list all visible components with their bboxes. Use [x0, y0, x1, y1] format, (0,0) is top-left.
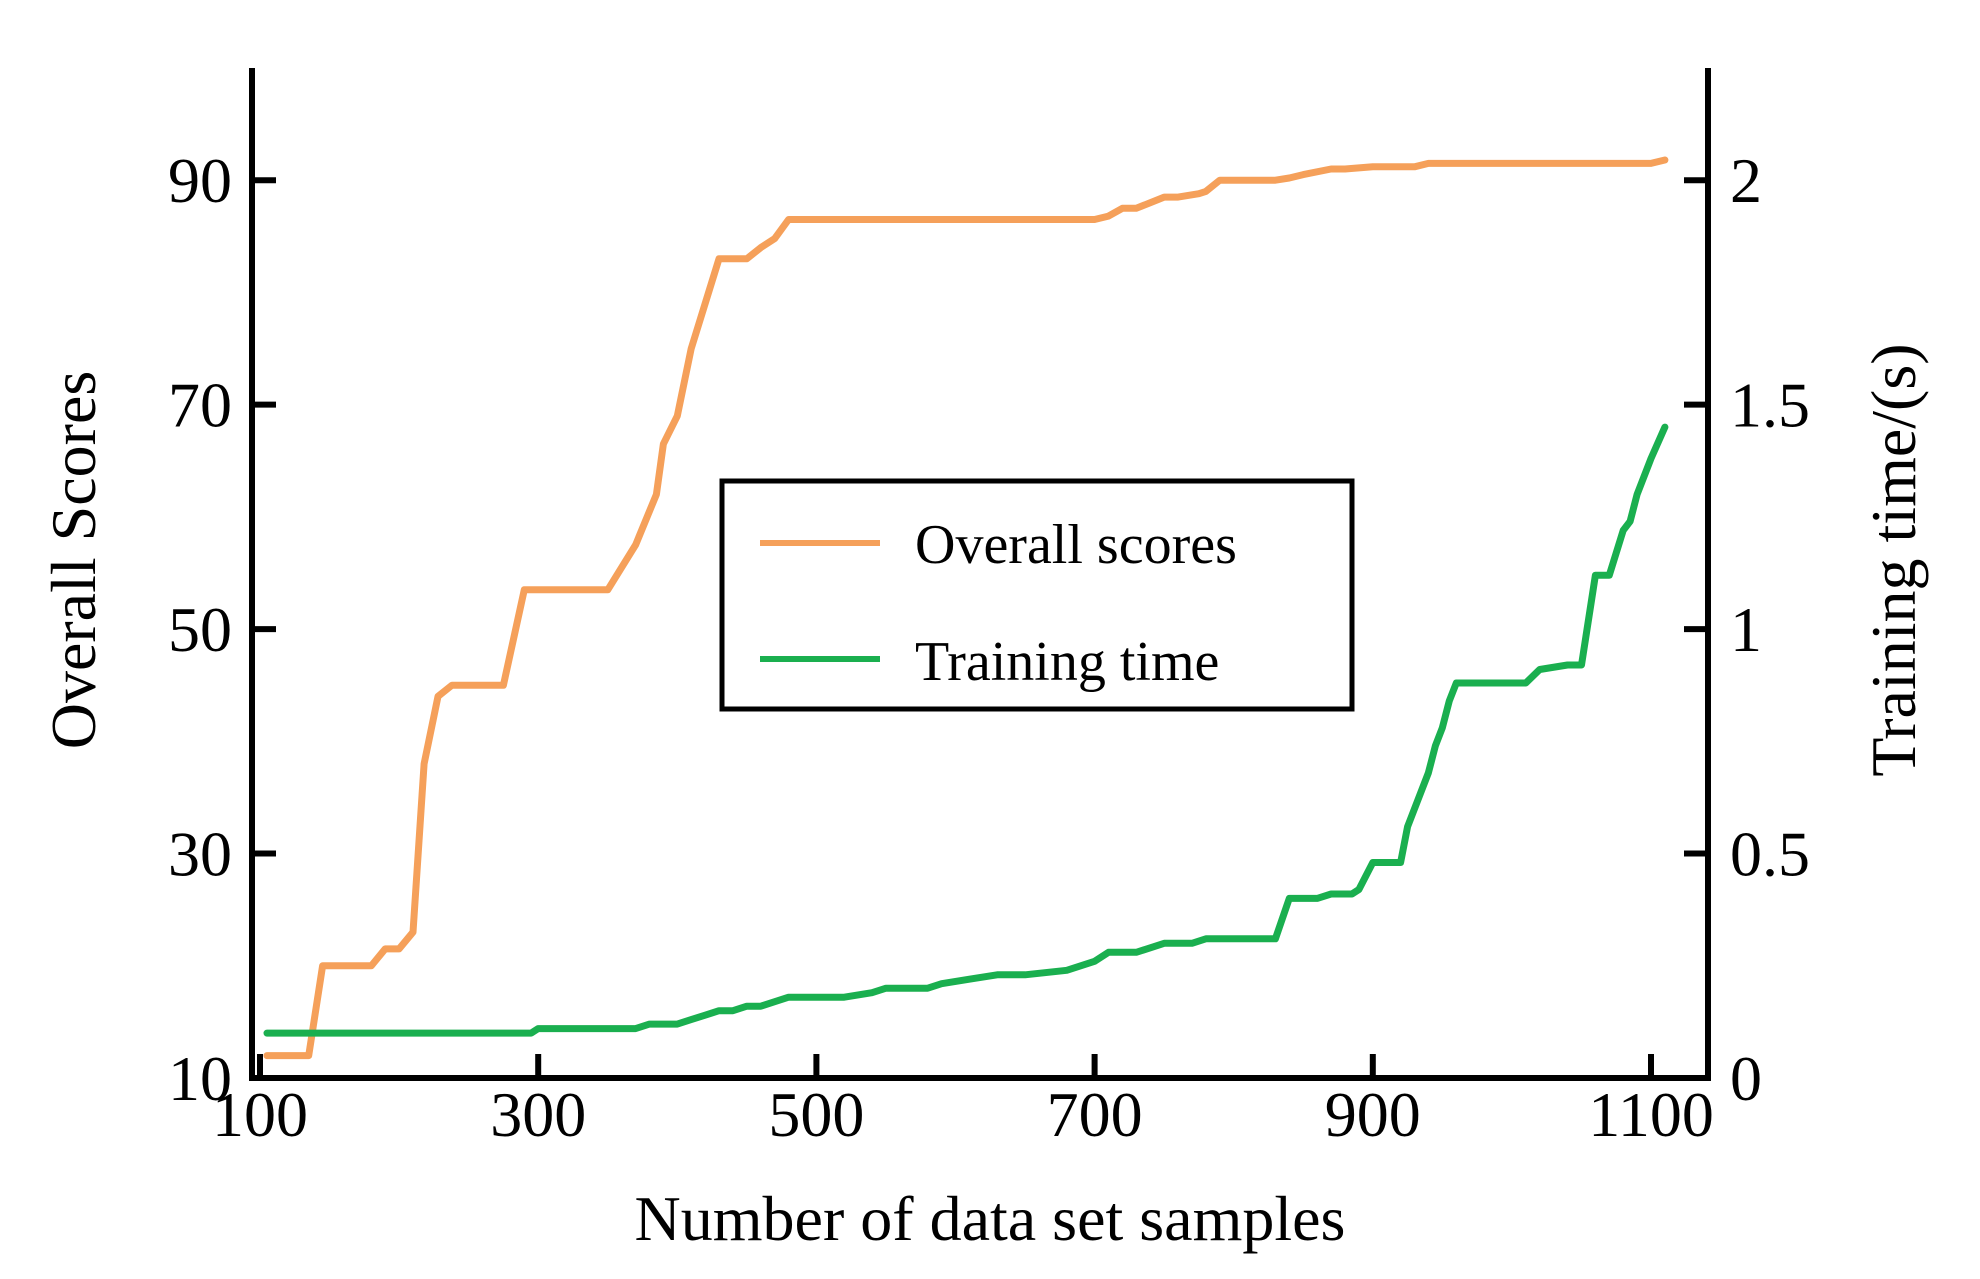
series-layer: [263, 156, 1669, 1060]
y-right-tick-label: 0: [1730, 1043, 1762, 1114]
x-tick-label: 100: [212, 1079, 308, 1150]
x-axis-title: Number of data set samples: [635, 1183, 1346, 1254]
legend-label-overall-scores: Overall scores: [915, 514, 1237, 576]
y-left-tick-label: 30: [168, 819, 232, 890]
y-axis-title-right: Training time/(s): [1858, 343, 1929, 776]
series-line-overall-scores: [263, 156, 1669, 1060]
legend-box: [719, 478, 1355, 712]
x-tick-label: 700: [1047, 1079, 1143, 1150]
y-left-tick-label: 50: [168, 594, 232, 665]
y-left-tick-label: 70: [168, 370, 232, 441]
series-line-training-time: [263, 423, 1669, 1037]
x-tick-label: 1100: [1588, 1079, 1714, 1150]
legend-label-training-time: Training time: [915, 631, 1219, 693]
x-tick-label: 300: [490, 1079, 586, 1150]
legend: Overall scores Training time: [719, 478, 1355, 712]
axes-frame: [249, 68, 1711, 1081]
y-right-tick-label: 2: [1730, 145, 1762, 216]
y-right-tick-label: 1: [1730, 594, 1762, 665]
y-right-tick-label: 0.5: [1730, 819, 1810, 890]
y-right-tick-label: 1.5: [1730, 370, 1810, 441]
y-left-tick-label: 10: [168, 1043, 232, 1114]
y-axis-title-left: Overall Scores: [38, 371, 109, 750]
x-tick-label: 500: [768, 1079, 864, 1150]
y-left-tick-label: 90: [168, 145, 232, 216]
x-tick-label: 900: [1325, 1079, 1421, 1150]
